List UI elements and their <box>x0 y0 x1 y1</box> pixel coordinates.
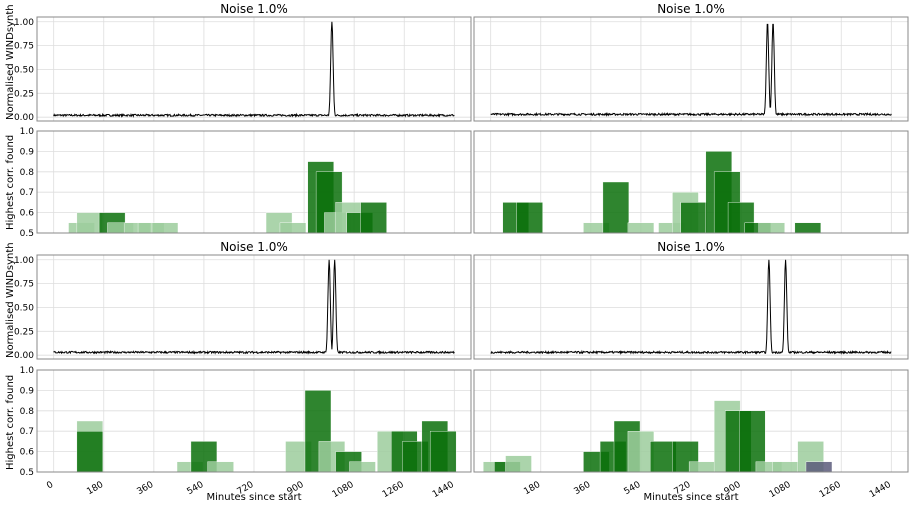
xtick-7-0: 180 <box>522 480 542 497</box>
axes-frame-4 <box>36 254 472 360</box>
panel-title-0: Noise 1.0% <box>220 2 288 16</box>
ytick-2-0: 0.5 <box>20 229 34 239</box>
ytick-6-3: 0.8 <box>20 407 35 417</box>
ytick-6-0: 0.5 <box>20 468 34 478</box>
ytick-6-1: 0.6 <box>20 448 35 458</box>
xtick-6-0: 0 <box>45 480 55 492</box>
axes-frame-6 <box>36 369 472 473</box>
xtick-7-5: 1080 <box>768 480 793 500</box>
xtick-6-2: 360 <box>135 480 155 497</box>
panel-title-5: Noise 1.0% <box>657 240 725 254</box>
signal-line-5 <box>490 259 892 356</box>
axes-frame-7 <box>473 369 909 473</box>
panel-1: Noise 1.0% <box>473 2 909 122</box>
panel-title-4: Noise 1.0% <box>220 240 288 254</box>
bar-3-12 <box>758 222 785 234</box>
bar-2-6 <box>151 222 179 234</box>
bar-3-1 <box>516 202 543 234</box>
xtick-6-3: 540 <box>186 480 206 497</box>
bar-7-14 <box>772 461 799 473</box>
bar-7-16 <box>805 461 833 473</box>
bar-7-2 <box>505 455 532 473</box>
panel-7: 180 360 540 720 900 1080 1260 1440 <box>473 369 909 500</box>
ytick-2-1: 0.6 <box>20 209 35 219</box>
panel-3 <box>473 130 909 234</box>
xtick-7-1: 360 <box>572 480 592 497</box>
bar-2-8 <box>279 222 307 234</box>
bar-3-3 <box>602 181 630 234</box>
ytick-4-3: 0.75 <box>14 280 34 290</box>
bar-2-14 <box>360 202 387 234</box>
ytick-4-0: 0.00 <box>14 351 34 361</box>
ylabel-signal-bottom: Normalised WINDsynth <box>5 242 16 358</box>
bar-6-9 <box>349 461 376 473</box>
ytick-0-4: 1.00 <box>14 18 34 28</box>
ytick-2-2: 0.7 <box>20 188 34 198</box>
axes-frame-3 <box>473 130 909 234</box>
ytick-6-4: 0.9 <box>20 386 35 396</box>
bar-3-13 <box>794 222 822 234</box>
panel-title-1: Noise 1.0% <box>657 2 725 16</box>
panel-2: 0.5 0.6 0.7 0.8 0.9 1.0 <box>20 127 472 239</box>
panel-4: Noise 1.0% 0.00 0.25 0.50 0.75 1.00 <box>14 240 472 361</box>
bar-3-4 <box>627 222 655 234</box>
bar-6-1 <box>76 431 104 473</box>
bar-3-7 <box>680 202 707 234</box>
ytick-0-1: 0.25 <box>14 89 34 99</box>
bar-6-14 <box>429 431 457 473</box>
ytick-4-4: 1.00 <box>14 256 34 266</box>
axes-frame-2 <box>36 130 472 234</box>
bar-6-4 <box>207 461 234 473</box>
axes-frame-5 <box>473 254 909 360</box>
signal-line-4 <box>53 259 455 355</box>
ytick-0-3: 0.75 <box>14 42 34 52</box>
xlabel-left: Minutes since start <box>207 492 302 503</box>
ytick-4-1: 0.25 <box>14 327 34 337</box>
signal-line-0 <box>53 21 455 118</box>
bar-7-7 <box>649 441 677 473</box>
ytick-0-2: 0.50 <box>14 65 34 75</box>
ytick-0-0: 0.00 <box>14 113 34 123</box>
ylabel-corr-top: Highest corr. found <box>5 135 16 230</box>
ytick-2-5: 1.0 <box>20 127 35 137</box>
panel-6: 0.50.60.70.80.91.00 180 360 540 720 900 1080 12… <box>20 366 472 500</box>
axes-frame-1 <box>473 16 909 122</box>
ytick-6-2: 0.7 <box>20 427 34 437</box>
ytick-2-4: 0.9 <box>20 147 35 157</box>
xtick-6-1: 180 <box>85 480 105 497</box>
panel-5: Noise 1.0% <box>473 240 909 360</box>
xtick-6-8: 1440 <box>431 480 456 500</box>
ylabel-signal-top: Normalised WINDsynth <box>5 4 16 120</box>
bar-7-9 <box>688 461 716 473</box>
xlabel-right: Minutes since start <box>644 492 739 503</box>
xtick-7-2: 540 <box>623 480 643 497</box>
xtick-7-7: 1440 <box>868 480 893 500</box>
xtick-6-7: 1260 <box>381 480 406 500</box>
signal-line-1 <box>490 23 892 117</box>
xtick-7-6: 1260 <box>818 480 843 500</box>
ytick-4-2: 0.50 <box>14 303 34 313</box>
axes-frame-0 <box>36 16 472 122</box>
panel-0: Noise 1.0% 0.00 0.25 0.50 0.75 1.00 <box>14 2 472 123</box>
xtick-6-6: 1080 <box>331 480 356 500</box>
ytick-6-5: 1.0 <box>20 366 35 376</box>
ytick-2-3: 0.8 <box>20 168 35 178</box>
ylabel-corr-bottom: Highest corr. found <box>5 375 16 470</box>
